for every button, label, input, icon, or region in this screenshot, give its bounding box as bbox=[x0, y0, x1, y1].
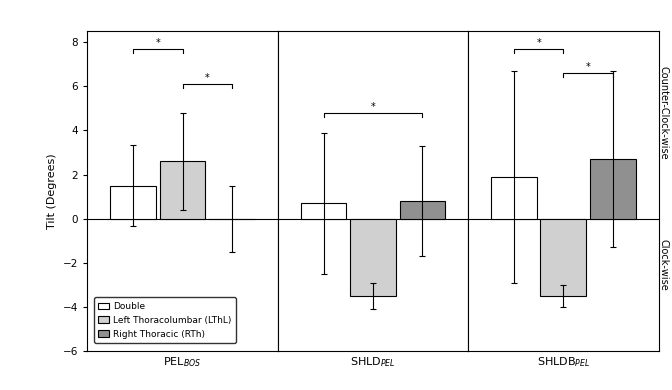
Text: *: * bbox=[370, 102, 376, 112]
Bar bbox=[110, 186, 156, 219]
Legend: Double, Left Thoracolumbar (LThL), Right Thoracic (RTh): Double, Left Thoracolumbar (LThL), Right… bbox=[94, 297, 236, 343]
Bar bbox=[491, 177, 537, 219]
Text: *: * bbox=[586, 62, 591, 72]
X-axis label: PEL$_{BOS}$: PEL$_{BOS}$ bbox=[163, 355, 202, 369]
Bar bbox=[590, 159, 636, 219]
Text: Clock-wise: Clock-wise bbox=[659, 239, 669, 291]
Y-axis label: Tilt (Degrees): Tilt (Degrees) bbox=[48, 153, 57, 229]
Text: *: * bbox=[205, 73, 210, 83]
Text: *: * bbox=[155, 38, 160, 48]
Bar bbox=[540, 219, 586, 296]
Bar bbox=[160, 161, 206, 219]
X-axis label: SHLDB$_{PEL}$: SHLDB$_{PEL}$ bbox=[537, 355, 590, 369]
Bar bbox=[400, 201, 446, 219]
Bar bbox=[300, 203, 346, 219]
Bar bbox=[350, 219, 396, 296]
Text: *: * bbox=[536, 38, 541, 48]
X-axis label: SHLD$_{PEL}$: SHLD$_{PEL}$ bbox=[350, 355, 396, 369]
Text: Counter-Clock-wise: Counter-Clock-wise bbox=[659, 66, 669, 160]
